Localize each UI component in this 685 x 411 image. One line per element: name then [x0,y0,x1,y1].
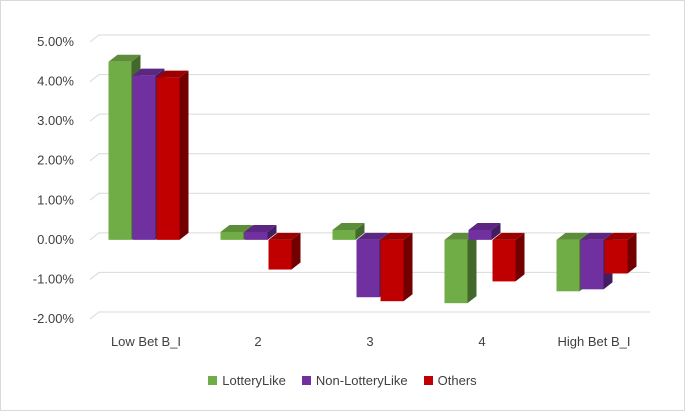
bar-side [267,224,277,240]
bar-side [403,232,413,302]
gridline [89,153,650,162]
x-tick-label: Low Bet B_I [111,334,181,349]
bar-front [244,231,268,240]
y-tick-label: 1.00% [37,192,74,207]
bar-lotterylike-3 [444,232,477,304]
bar-front [380,239,404,302]
y-tick-label: 4.00% [37,74,74,89]
gridline [89,311,650,320]
bar-front [220,231,244,240]
x-tick-label: 2 [254,334,261,349]
bar-top [268,232,301,240]
bar-top [332,222,365,230]
bar-side [179,70,189,240]
y-tick-label: -1.00% [33,271,75,286]
bar-front [604,239,628,274]
bar-front [356,239,380,298]
y-axis-ticks: 5.00% 4.00% 3.00% 2.00% 1.00% 0.00% -1.00% -2.0… [33,34,75,326]
bar-others-0 [156,70,189,240]
gridline [89,192,650,201]
bar-top [244,224,277,232]
x-tick-label: 4 [478,334,485,349]
legend-label-lotterylike: LotteryLike [222,373,286,388]
bar-front [156,77,180,240]
bar-side [515,232,525,282]
y-tick-label: 3.00% [37,113,74,128]
bar-others-2 [380,232,413,302]
bar-front [132,75,156,240]
y-tick-label: -2.00% [33,311,75,326]
legend-swatch-others [423,376,433,385]
bar-top [492,232,525,240]
legend-label-non-lotterylike: Non-LotteryLike [315,373,408,388]
bar-side [467,232,477,304]
bar-top [580,232,613,240]
bar-front [268,239,292,270]
bar-top [356,232,389,240]
bar-lotterylike-2 [332,222,365,240]
bar-front [108,61,132,240]
bar-side [627,232,637,274]
y-tick-label: 2.00% [37,153,74,168]
legend-label-others: Others [437,373,477,388]
legend-swatch-non-lotterylike [301,376,311,385]
bar-top [468,222,501,230]
bar-front [492,239,516,282]
bar-side [291,232,301,270]
y-tick-label: 5.00% [37,34,74,49]
x-tick-label: 3 [366,334,373,349]
bar-non-lotterylike-3 [468,222,501,240]
bars [108,54,637,304]
bar-top [604,232,637,240]
legend-swatch-lotterylike [208,376,218,385]
legend: LotteryLike Non-LotteryLike Others [0,373,685,388]
bar-top [220,224,253,232]
bar-front [332,229,356,240]
bar-chart: 5.00% 4.00% 3.00% 2.00% 1.00% 0.00% -1.00% -2.0… [33,34,650,349]
legend-item-lotterylike: LotteryLike [208,373,286,388]
bar-front [580,239,604,290]
legend-item-others: Others [423,373,477,388]
y-tick-label: 0.00% [37,232,74,247]
x-tick-label: High Bet B_I [558,334,631,349]
bar-others-3 [492,232,525,282]
x-axis-ticks: Low Bet B_I 2 3 4 High Bet B_I [111,334,631,349]
gridline [89,34,650,43]
bar-front [556,239,580,292]
legend-item-non-lotterylike: Non-LotteryLike [301,373,408,388]
bar-non-lotterylike-1 [244,224,277,240]
bar-side [491,222,501,240]
gridline [89,74,650,82]
bar-front [468,229,492,240]
bar-top [380,232,413,240]
bar-side [355,222,365,240]
bar-others-1 [268,232,301,270]
bar-top [156,70,189,78]
gridline [89,113,650,122]
bar-front [444,239,468,304]
bar-top [108,54,141,62]
bar-top [556,232,589,240]
bar-others-4 [604,232,637,274]
bar-top [132,68,165,76]
